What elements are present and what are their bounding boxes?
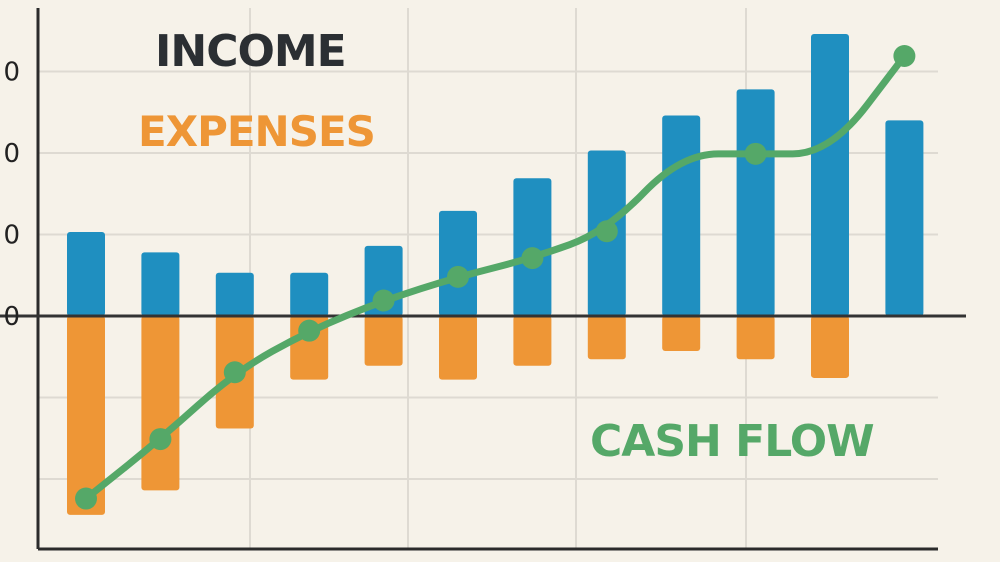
bar-income xyxy=(513,178,552,316)
bar-income xyxy=(439,210,477,316)
bar-expenses xyxy=(587,316,626,360)
bar-income xyxy=(215,272,254,316)
bar-income xyxy=(811,34,849,316)
cash-flow-point xyxy=(447,265,469,288)
bar-expenses xyxy=(736,316,775,360)
bar-expenses xyxy=(439,316,477,380)
cash-flow-point xyxy=(149,428,172,451)
bar-expenses xyxy=(662,316,701,352)
cash-flow-point xyxy=(223,361,246,384)
cash-flow-point xyxy=(298,319,321,342)
bar-expenses xyxy=(364,316,403,366)
y-tick-label: 0 xyxy=(3,139,20,169)
legend-label-expenses: EXPENSES xyxy=(138,107,375,156)
bar-income xyxy=(290,272,329,316)
y-tick-label: 0 xyxy=(3,221,20,251)
y-tick-label: 0 xyxy=(3,302,20,332)
axes xyxy=(0,8,966,551)
cash-flow-point xyxy=(744,142,767,165)
bar-income xyxy=(736,89,775,317)
y-tick-label: 0 xyxy=(3,58,20,88)
bar-income xyxy=(67,232,105,316)
bar-expenses xyxy=(513,316,552,366)
bar-income xyxy=(141,252,180,316)
bar-income xyxy=(885,120,924,317)
cash-flow-line-path xyxy=(82,52,908,503)
bar-expenses xyxy=(141,316,180,491)
legend-label-cash-flow: CASH FLOW xyxy=(590,416,874,467)
cash-flow-point xyxy=(595,220,618,243)
cash-flow-point xyxy=(893,45,916,68)
cash-flow-point xyxy=(372,289,395,312)
legend-label-income: INCOME xyxy=(155,26,346,77)
cash-flow-line xyxy=(75,45,916,510)
legend: INCOME EXPENSES CASH FLOW xyxy=(138,26,875,467)
bar-expenses xyxy=(811,316,849,378)
bar-expenses xyxy=(67,316,105,515)
cash-flow-point xyxy=(75,487,97,510)
y-tick-labels: 0 0 0 0 xyxy=(3,58,20,333)
bar-income xyxy=(662,115,701,316)
cash-flow-point xyxy=(521,247,544,270)
